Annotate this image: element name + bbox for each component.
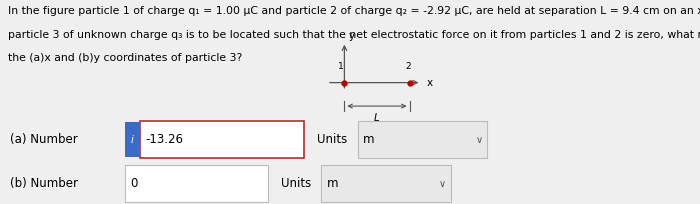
- Text: x: x: [427, 78, 433, 88]
- FancyBboxPatch shape: [125, 165, 268, 202]
- Text: y: y: [349, 31, 355, 41]
- FancyBboxPatch shape: [321, 165, 451, 202]
- Text: the (a)x and (b)y coordinates of particle 3?: the (a)x and (b)y coordinates of particl…: [8, 53, 243, 63]
- Text: m: m: [363, 133, 374, 146]
- Text: ∨: ∨: [439, 178, 446, 189]
- Text: Units: Units: [281, 177, 311, 190]
- Text: 1: 1: [338, 62, 344, 71]
- Text: (a) Number: (a) Number: [10, 133, 78, 146]
- Text: 0: 0: [130, 177, 138, 190]
- Text: L: L: [374, 113, 380, 123]
- Text: (b) Number: (b) Number: [10, 177, 78, 190]
- Text: i: i: [131, 135, 134, 145]
- Text: ∨: ∨: [475, 135, 482, 145]
- FancyBboxPatch shape: [125, 122, 140, 157]
- Text: Units: Units: [317, 133, 347, 146]
- FancyBboxPatch shape: [140, 121, 304, 158]
- Text: particle 3 of unknown charge q₃ is to be located such that the net electrostatic: particle 3 of unknown charge q₃ is to be…: [8, 30, 700, 40]
- Text: 2: 2: [405, 62, 411, 71]
- Text: m: m: [327, 177, 338, 190]
- Text: In the figure particle 1 of charge q₁ = 1.00 μC and particle 2 of charge q₂ = -2: In the figure particle 1 of charge q₁ = …: [8, 6, 700, 16]
- Text: -13.26: -13.26: [146, 133, 183, 146]
- FancyBboxPatch shape: [358, 121, 487, 158]
